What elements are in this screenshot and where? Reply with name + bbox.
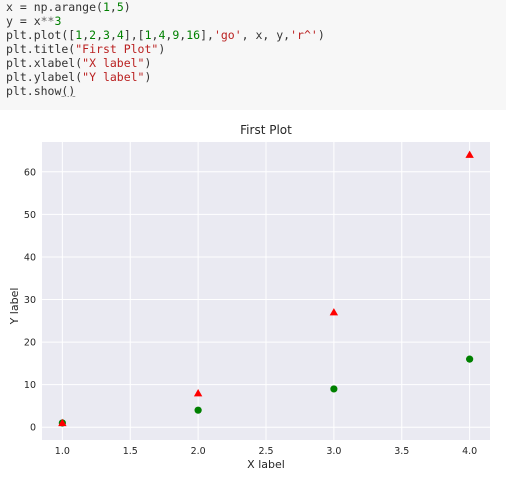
code-token: 5: [116, 0, 124, 14]
data-point-triangle: [329, 308, 339, 316]
code-token: "First Plot": [75, 42, 159, 56]
grid-lines: [42, 142, 490, 440]
code-token: 4: [158, 28, 166, 42]
code-token: plt.title(: [6, 42, 76, 56]
code-token: y = x: [6, 14, 41, 28]
code-line: y = x**3: [6, 14, 506, 28]
code-token: ,: [96, 28, 103, 42]
y-axis-label: Y label: [8, 288, 21, 326]
code-token: 4: [116, 28, 124, 42]
code-token: ],: [200, 28, 214, 42]
code-token: ): [144, 70, 152, 84]
output-area: First Plot X label Y label 1.0 1.5 2.0 2.5 3…: [0, 110, 506, 480]
code-token: 'r^': [290, 28, 318, 42]
data-point-triangle: [193, 388, 203, 397]
code-token: plt.xlabel(: [6, 56, 83, 70]
code-token: 16: [186, 28, 201, 42]
y-tick-label: 60: [24, 167, 36, 178]
data-point-circle: [330, 385, 338, 393]
code-token: 3: [54, 14, 62, 28]
y-tick-label: 10: [24, 380, 36, 391]
x-tick-label: 3.5: [394, 446, 409, 457]
y-tick-label: 40: [24, 252, 36, 263]
code-token: , x, y,: [241, 28, 291, 42]
code-token: x = np.arange(: [6, 0, 103, 14]
code-token: plt.show: [6, 84, 62, 98]
code-token: ): [158, 42, 166, 56]
code-token: ): [123, 0, 131, 14]
code-line: plt.ylabel("Y label"): [6, 70, 506, 84]
code-token: plt.ylabel(: [6, 70, 83, 84]
y-tick-label: 20: [24, 338, 36, 349]
code-cell[interactable]: x = np.arange(1,5) y = x**3 plt.plot([1,2,…: [0, 0, 506, 110]
x-tick-label: 1.5: [123, 446, 138, 457]
code-token: ],[: [123, 28, 145, 42]
code-token: 1: [75, 28, 83, 42]
data-point-circle: [194, 406, 202, 414]
data-point-triangle: [58, 418, 67, 427]
x-tick-label: 2.0: [191, 446, 206, 457]
code-token: ): [317, 28, 325, 42]
code-token: ,: [82, 28, 90, 42]
code-token: (): [61, 84, 76, 98]
code-token: plt.plot([: [6, 28, 76, 42]
y-tick-label: 0: [30, 423, 36, 434]
code-token: 2: [89, 28, 97, 42]
code-line: plt.show(): [6, 84, 506, 98]
x-axis-label: X label: [247, 458, 285, 471]
chart-title: First Plot: [240, 123, 292, 137]
code-token: 1: [144, 28, 152, 42]
code-line: plt.title("First Plot"): [6, 42, 506, 56]
code-line: plt.xlabel("X label"): [6, 56, 506, 70]
code-token: **: [40, 14, 55, 28]
code-editor[interactable]: x = np.arange(1,5) y = x**3 plt.plot([1,2,…: [6, 0, 506, 98]
y-tick-label: 30: [24, 295, 36, 306]
code-token: ,: [151, 28, 159, 42]
code-token: 3: [103, 28, 110, 42]
code-token: "Y label": [82, 70, 145, 84]
code-token: ): [144, 56, 152, 70]
code-token: ,: [179, 28, 187, 42]
code-token: 1: [102, 0, 110, 14]
x-tick-label: 2.5: [258, 446, 273, 457]
code-line: plt.plot([1,2,3,4],[1,4,9,16],'go', x, y…: [6, 28, 506, 42]
x-tick-label: 4.0: [462, 446, 477, 457]
x-tick-label: 1.0: [55, 446, 70, 457]
code-token: 9: [172, 28, 180, 42]
code-token: "X label": [82, 56, 145, 70]
code-token: ,: [109, 0, 117, 14]
data-point-triangle: [465, 150, 474, 158]
code-token: ,: [109, 28, 117, 42]
x-tick-label: 3.0: [326, 446, 341, 457]
code-line: x = np.arange(1,5): [6, 0, 506, 14]
code-token: ,: [165, 28, 173, 42]
scatter-chart: First Plot X label Y label 1.0 1.5 2.0 2.5 3…: [8, 123, 490, 471]
data-point-circle: [466, 355, 474, 363]
y-tick-label: 50: [24, 210, 36, 221]
code-token: 'go': [213, 28, 242, 42]
